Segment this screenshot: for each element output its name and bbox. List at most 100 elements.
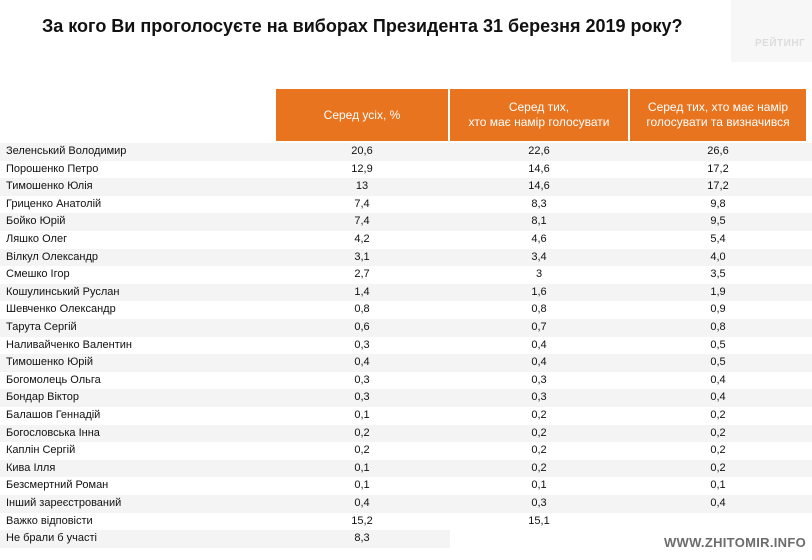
value-cell: 0,2 [531, 461, 547, 474]
value-cell: 22,6 [528, 145, 550, 157]
value-cell: 3,4 [531, 250, 547, 263]
value-cell: 0,2 [710, 461, 726, 474]
table-row [0, 495, 812, 513]
value-cell: 0,4 [710, 373, 726, 386]
value-cell: 0,2 [531, 409, 547, 421]
table-row [0, 424, 812, 443]
table-row [0, 143, 812, 161]
candidate-name: Ляшко Олег [6, 233, 68, 245]
value-cell: 2,7 [354, 268, 370, 281]
table-row [0, 213, 812, 231]
value-cell: 4,2 [354, 233, 370, 245]
value-cell: 0,8 [354, 303, 370, 316]
table-row [0, 283, 812, 302]
value-cell: 0,4 [710, 497, 726, 509]
value-cell: 0,7 [531, 321, 547, 333]
value-cell: 17,2 [707, 180, 729, 193]
candidate-name: Смешко Ігор [6, 268, 70, 281]
value-cell: 0,3 [354, 373, 370, 386]
value-cell: 15,2 [351, 514, 373, 527]
candidate-name: Гриценко Анатолій [6, 197, 102, 210]
value-cell: 4,0 [710, 250, 726, 263]
value-cell: 0,1 [354, 409, 370, 421]
value-cell: 0,3 [531, 373, 547, 386]
candidate-name: Шевченко Олександр [6, 303, 116, 316]
value-cell: 5,4 [710, 233, 726, 245]
value-cell: 0,1 [354, 461, 370, 474]
value-cell: 3 [535, 268, 543, 281]
value-cell: 0,4 [354, 497, 370, 509]
table-row [0, 389, 812, 407]
value-cell: 0,3 [531, 497, 547, 509]
column-header-label: Серед усіх, % [323, 107, 401, 122]
table-row [0, 248, 812, 267]
watermark: WWW.ZHITOMIR.INFO [663, 535, 806, 550]
value-cell: 20,6 [351, 145, 373, 157]
value-cell: 0,1 [710, 479, 726, 492]
value-cell: 15,1 [528, 514, 550, 527]
table-row [0, 178, 812, 196]
value-cell: 3,1 [354, 250, 370, 263]
table-row [0, 459, 812, 478]
value-cell: 0,2 [531, 426, 547, 439]
value-cell: 14,6 [528, 162, 550, 175]
candidate-name: Тимошенко Юрій [6, 356, 94, 369]
brand-logo: РЕЙТИНГ [755, 38, 806, 49]
value-cell: 7,4 [354, 215, 370, 228]
value-cell: 17,2 [707, 162, 729, 175]
value-cell: 0,2 [710, 409, 726, 421]
value-cell: 0,2 [710, 444, 726, 457]
value-cell: 0,3 [354, 391, 370, 404]
value-cell: 8,3 [531, 197, 547, 210]
value-cell: 13 [355, 180, 369, 193]
value-cell: 3,5 [710, 268, 726, 281]
value-cell: 0,8 [710, 321, 726, 333]
candidate-name: Бойко Юрій [6, 215, 66, 228]
candidate-name: Інший зареєстрований [6, 497, 122, 509]
value-cell: 1,9 [710, 285, 726, 298]
value-cell: 7,4 [354, 197, 370, 210]
value-cell: 0,2 [354, 444, 370, 457]
value-cell: 0,3 [354, 338, 370, 351]
column-header-intend: Серед тих, хто має намір голосувати [450, 89, 628, 141]
candidate-name: Балашов Геннадій [6, 409, 101, 421]
value-cell: 0,4 [354, 356, 370, 369]
page-title: За кого Ви проголосуєте на виборах Прези… [42, 16, 683, 36]
candidate-name: Вілкул Олександр [6, 250, 99, 263]
candidate-name: Тимошенко Юлія [6, 180, 93, 193]
candidate-name: Богословська Інна [6, 426, 100, 439]
candidate-name: Не брали б участі [6, 532, 97, 545]
value-cell: 1,4 [354, 285, 370, 298]
value-cell: 0,4 [710, 391, 726, 404]
column-header-all: Серед усіх, % [276, 89, 448, 141]
value-cell: 0,5 [710, 338, 726, 351]
value-cell: 0,4 [531, 338, 547, 351]
value-cell: 26,6 [707, 145, 729, 157]
value-cell: 9,5 [710, 215, 726, 228]
candidate-name: Богомолець Ольга [6, 373, 101, 386]
column-header-label: Серед тих, хто має намір голосувати та в… [646, 100, 790, 129]
value-cell: 8,1 [531, 215, 547, 228]
value-cell: 14,6 [528, 180, 550, 193]
empty-cell [450, 530, 630, 549]
value-cell: 0,2 [531, 444, 547, 457]
value-cell: 0,1 [354, 479, 370, 492]
empty-cell [630, 530, 812, 549]
value-cell: 0,6 [354, 321, 370, 333]
value-cell: 0,3 [531, 391, 547, 404]
value-cell: 8,3 [354, 532, 370, 545]
candidate-name: Порошенко Петро [6, 162, 99, 175]
candidate-name: Тарута Сергій [6, 321, 77, 333]
candidate-name: Кива Ілля [6, 461, 56, 474]
value-cell: 4,6 [531, 233, 547, 245]
candidate-name: Бондар Віктор [6, 391, 79, 404]
candidate-name: Наливайченко Валентин [6, 338, 132, 351]
candidate-name: Кошулинський Руслан [6, 285, 120, 298]
value-cell: 1,6 [531, 285, 547, 298]
value-cell: 9,8 [710, 197, 726, 210]
table-row [0, 354, 812, 372]
candidate-name: Каплін Сергій [6, 444, 76, 457]
brand-logo-box [731, 0, 812, 62]
candidate-name: Зеленський Володимир [6, 145, 127, 157]
column-header-label: Серед тих, хто має намір голосувати [468, 100, 610, 129]
